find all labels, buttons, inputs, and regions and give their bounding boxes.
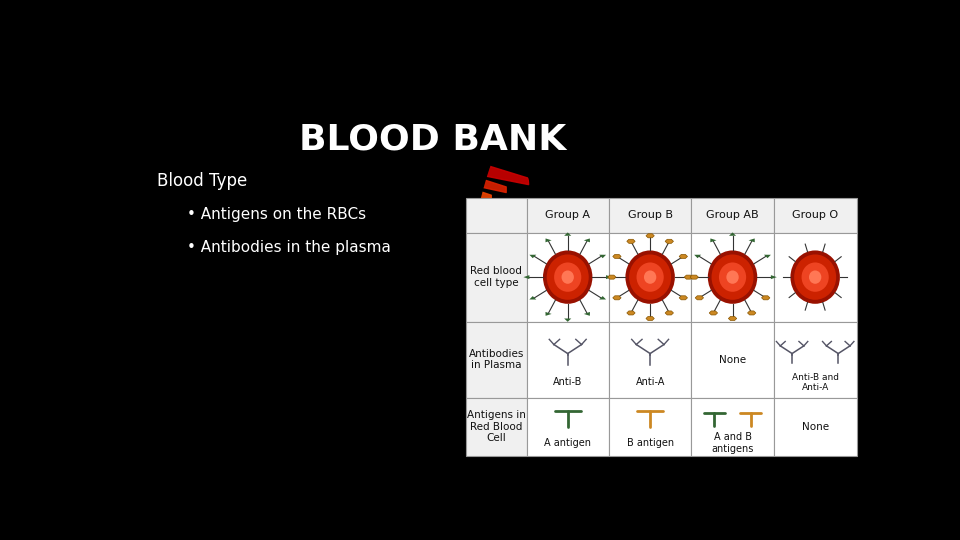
Ellipse shape bbox=[543, 251, 592, 304]
Polygon shape bbox=[564, 319, 571, 322]
Polygon shape bbox=[564, 232, 571, 236]
Polygon shape bbox=[665, 239, 674, 244]
Ellipse shape bbox=[644, 271, 657, 284]
Ellipse shape bbox=[809, 271, 822, 284]
FancyBboxPatch shape bbox=[526, 397, 609, 456]
Polygon shape bbox=[523, 275, 529, 279]
Polygon shape bbox=[665, 311, 674, 315]
FancyBboxPatch shape bbox=[609, 198, 691, 233]
Ellipse shape bbox=[562, 271, 574, 284]
FancyBboxPatch shape bbox=[691, 233, 774, 322]
Polygon shape bbox=[529, 296, 537, 300]
Polygon shape bbox=[608, 275, 616, 279]
FancyBboxPatch shape bbox=[526, 233, 609, 322]
Polygon shape bbox=[606, 275, 612, 279]
FancyBboxPatch shape bbox=[774, 233, 856, 322]
Polygon shape bbox=[646, 316, 655, 321]
Text: Anti-B and
Anti-A: Anti-B and Anti-A bbox=[792, 373, 839, 392]
Polygon shape bbox=[761, 296, 770, 300]
FancyBboxPatch shape bbox=[774, 198, 856, 233]
Text: Group O: Group O bbox=[792, 210, 838, 220]
Text: Antibodies
in Plasma: Antibodies in Plasma bbox=[468, 349, 524, 370]
FancyBboxPatch shape bbox=[691, 198, 774, 233]
Ellipse shape bbox=[554, 262, 582, 292]
Text: Blood Type: Blood Type bbox=[157, 172, 248, 190]
FancyBboxPatch shape bbox=[466, 322, 526, 397]
Polygon shape bbox=[599, 296, 606, 300]
Text: Group A: Group A bbox=[545, 210, 590, 220]
FancyBboxPatch shape bbox=[526, 198, 609, 233]
Text: Group B: Group B bbox=[628, 210, 673, 220]
Ellipse shape bbox=[802, 262, 828, 292]
Polygon shape bbox=[690, 275, 698, 279]
Ellipse shape bbox=[719, 262, 746, 292]
FancyBboxPatch shape bbox=[691, 397, 774, 456]
Ellipse shape bbox=[636, 262, 663, 292]
Polygon shape bbox=[584, 312, 590, 316]
Polygon shape bbox=[748, 311, 756, 315]
Polygon shape bbox=[709, 311, 717, 315]
Polygon shape bbox=[684, 275, 692, 279]
Text: Anti-B: Anti-B bbox=[553, 377, 583, 387]
Polygon shape bbox=[729, 316, 736, 321]
FancyBboxPatch shape bbox=[609, 397, 691, 456]
FancyBboxPatch shape bbox=[526, 322, 609, 397]
FancyBboxPatch shape bbox=[466, 233, 526, 322]
Ellipse shape bbox=[625, 251, 675, 304]
Polygon shape bbox=[710, 239, 716, 242]
Text: Group AB: Group AB bbox=[707, 210, 758, 220]
Text: None: None bbox=[802, 422, 828, 431]
Text: Red blood
cell type: Red blood cell type bbox=[470, 266, 522, 288]
Polygon shape bbox=[529, 255, 537, 258]
Polygon shape bbox=[679, 254, 687, 259]
Polygon shape bbox=[694, 255, 701, 258]
Ellipse shape bbox=[708, 251, 757, 304]
Polygon shape bbox=[679, 296, 687, 300]
Polygon shape bbox=[612, 296, 621, 300]
Ellipse shape bbox=[629, 254, 671, 300]
Text: • Antibodies in the plasma: • Antibodies in the plasma bbox=[187, 240, 391, 255]
FancyBboxPatch shape bbox=[691, 322, 774, 397]
Text: B antigen: B antigen bbox=[627, 438, 674, 448]
FancyBboxPatch shape bbox=[774, 397, 856, 456]
Text: A antigen: A antigen bbox=[544, 438, 591, 448]
Text: BLOOD BANK: BLOOD BANK bbox=[299, 123, 566, 157]
Ellipse shape bbox=[546, 254, 588, 300]
Polygon shape bbox=[545, 239, 552, 242]
Text: Antigens in
Red Blood
Cell: Antigens in Red Blood Cell bbox=[467, 410, 526, 443]
Polygon shape bbox=[695, 296, 704, 300]
Text: None: None bbox=[719, 355, 746, 365]
Polygon shape bbox=[612, 254, 621, 259]
Ellipse shape bbox=[727, 271, 739, 284]
Text: • Antigens on the RBCs: • Antigens on the RBCs bbox=[187, 207, 366, 222]
Polygon shape bbox=[764, 255, 771, 258]
Ellipse shape bbox=[711, 254, 754, 300]
Text: Anti-A: Anti-A bbox=[636, 377, 665, 387]
Polygon shape bbox=[584, 239, 590, 242]
Text: A and B
antigens: A and B antigens bbox=[711, 432, 754, 454]
Ellipse shape bbox=[790, 251, 840, 304]
Polygon shape bbox=[627, 239, 636, 244]
Polygon shape bbox=[599, 255, 606, 258]
FancyBboxPatch shape bbox=[466, 198, 526, 233]
FancyBboxPatch shape bbox=[774, 322, 856, 397]
Polygon shape bbox=[771, 275, 777, 279]
FancyBboxPatch shape bbox=[609, 322, 691, 397]
FancyBboxPatch shape bbox=[609, 233, 691, 322]
Polygon shape bbox=[646, 234, 655, 238]
Ellipse shape bbox=[794, 254, 836, 300]
Polygon shape bbox=[749, 239, 755, 242]
Polygon shape bbox=[545, 312, 552, 316]
Polygon shape bbox=[627, 311, 636, 315]
FancyBboxPatch shape bbox=[466, 397, 526, 456]
Polygon shape bbox=[729, 232, 736, 236]
